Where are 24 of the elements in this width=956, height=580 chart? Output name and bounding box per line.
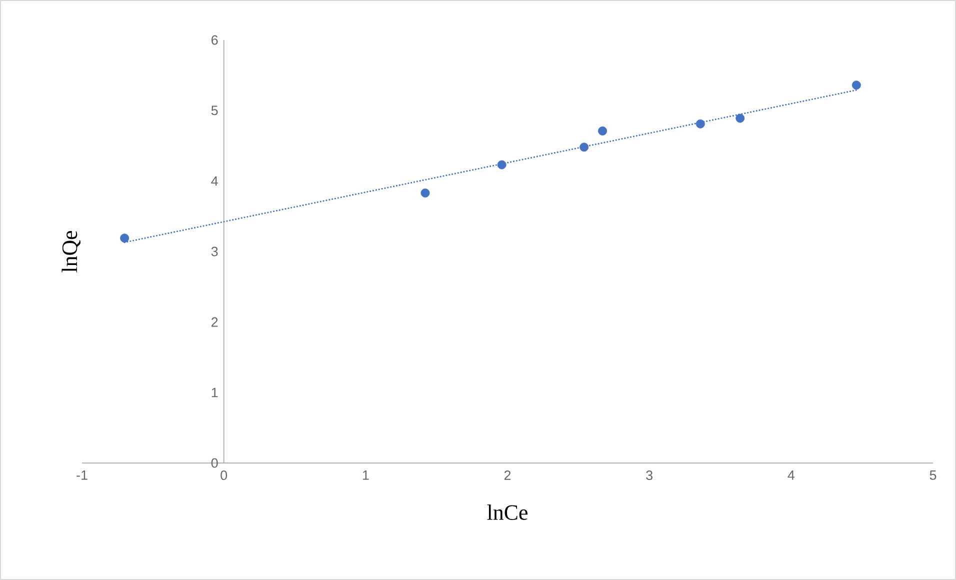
y-axis-title: lnQe	[62, 230, 80, 272]
x-tick-label: 3	[646, 470, 652, 480]
point	[580, 142, 589, 152]
x-tick-label: 4	[788, 470, 795, 480]
x-tick-label: 5	[930, 470, 936, 480]
y-tick-label: 5	[211, 106, 218, 116]
y-tick-label: 2	[212, 317, 218, 327]
y-tick-label: 0	[211, 458, 218, 468]
point	[852, 80, 861, 90]
point	[696, 119, 705, 128]
x-axis-title: lnCe	[487, 504, 528, 520]
point	[736, 114, 745, 123]
x-tick-label: 1	[362, 470, 369, 480]
x-tick-label: -1	[76, 470, 88, 480]
x-tick-label: 0	[220, 470, 228, 480]
point	[420, 188, 430, 198]
y-tick-label: 1	[212, 388, 218, 398]
y-tick-label: 3	[211, 246, 218, 256]
y-tick-label: 4	[211, 176, 218, 186]
point	[497, 160, 506, 170]
point	[598, 126, 608, 136]
point	[120, 234, 130, 243]
y-tick-label: 6	[212, 35, 218, 45]
x-tick-label: 2	[504, 470, 511, 480]
